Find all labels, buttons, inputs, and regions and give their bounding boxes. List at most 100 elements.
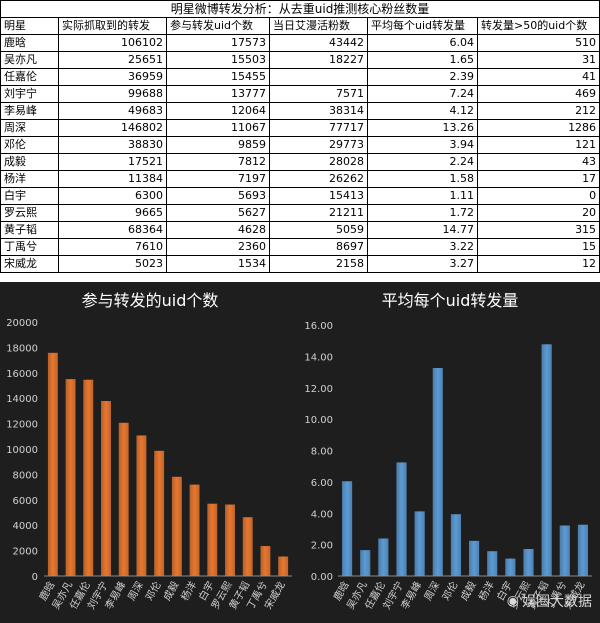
value-cell: 7.24 [367,85,478,103]
value-cell: 212 [476,102,600,120]
value-cell: 2.39 [367,68,478,86]
table-row: 吴亦凡 25651 15503 18227 1.65 31 [0,51,600,69]
y-tick-label: 18000 [6,343,38,354]
value-cell: 315 [476,221,600,239]
table-row: 成毅 17521 7812 28028 2.24 43 [0,153,600,171]
value-cell: 49683 [58,102,167,120]
bar [136,435,147,576]
charts-panel: 参与转发的uid个数 0 2000 4000 6000 8000 10000 12000 140… [0,282,600,623]
bar [65,379,76,576]
star-name-cell: 鹿晗 [0,34,59,52]
star-name-cell: 任嘉伦 [0,68,59,86]
value-cell: 5693 [166,187,270,205]
value-cell: 4628 [166,221,270,239]
bar [242,517,253,576]
table-row: 白宇 6300 5693 15413 1.11 0 [0,187,600,205]
bar [171,476,182,576]
value-cell: 7571 [269,85,368,103]
watermark-text: 娱圈大数据 [522,594,592,610]
uid-count-bar-chart: 参与转发的uid个数 0 2000 4000 6000 8000 10000 12000 140… [6,291,292,611]
value-cell: 8697 [269,238,368,256]
value-cell: 4.12 [367,102,478,120]
bar [559,525,570,576]
value-cell: 18227 [269,51,368,69]
value-cell: 17573 [166,34,270,52]
stats-table-container: 明星微博转发分析：从去重uid推测核心粉丝数量 明星 实际抓取到的转发 参与转发ui… [0,0,600,280]
value-cell: 36959 [58,68,167,86]
bar [414,511,425,576]
star-name-cell: 邓伦 [0,136,59,154]
star-name-cell: 黄子韬 [0,221,59,239]
bar [278,556,289,576]
value-cell: 510 [476,34,600,52]
x-tick-label: 成毅 [457,579,478,603]
value-cell: 1.65 [367,51,478,69]
value-cell: 1286 [476,119,600,137]
value-cell: 106102 [58,34,167,52]
value-cell: 68364 [58,221,167,239]
value-cell: 11384 [58,170,167,188]
value-cell: 29773 [269,136,368,154]
table-row: 邓伦 38830 9859 29773 3.94 121 [0,136,600,154]
table-row: 刘宇宁 99688 13777 7571 7.24 469 [0,85,600,103]
column-header: 当日艾漫活粉数 [269,17,368,35]
value-cell: 5627 [166,204,270,222]
table-row: 罗云熙 9665 5627 21211 1.72 20 [0,204,600,222]
bar [523,549,534,576]
chart-title: 平均每个uid转发量 [382,291,519,310]
value-cell: 7197 [166,170,270,188]
value-cell: 43442 [269,34,368,52]
y-tick-label: 14000 [6,394,38,405]
star-name-cell: 吴亦凡 [0,51,59,69]
y-tick-label: 8000 [13,470,38,481]
x-tick-label: 杨洋 [178,579,199,603]
star-name-cell: 丁禹兮 [0,238,59,256]
y-tick-label: 12.00 [304,384,333,395]
column-header: 平均每个uid转发量 [367,17,478,35]
value-cell: 7812 [166,153,270,171]
value-cell: 9665 [58,204,167,222]
star-name-cell: 李易峰 [0,102,59,120]
star-name-cell: 白宇 [0,187,59,205]
y-tick-label: 4000 [13,521,38,532]
value-cell: 5023 [58,255,167,273]
star-name-cell: 宋威龙 [0,255,59,273]
table-row: 鹿晗 106102 17573 43442 6.04 510 [0,34,600,52]
x-tick-label: 邓伦 [439,579,460,603]
y-tick-label: 14.00 [304,352,333,363]
bar [577,524,589,576]
value-cell: 15503 [166,51,270,69]
value-cell: 2158 [269,255,368,273]
table-row: 宋威龙 5023 1534 2158 3.27 12 [0,255,600,273]
value-cell: 17521 [58,153,167,171]
value-cell: 99688 [58,85,167,103]
bar [432,367,443,576]
y-tick-label: 0 [32,572,38,583]
value-cell: 20 [476,204,600,222]
table-row: 丁禹兮 7610 2360 8697 3.22 15 [0,238,600,256]
value-cell: 3.94 [367,136,478,154]
value-cell: 77717 [269,119,368,137]
column-header: 明星 [0,17,59,35]
bar [468,540,480,576]
bar [225,504,235,576]
star-name-cell: 周深 [0,119,59,137]
value-cell: 6.04 [367,34,478,52]
x-tick-label: 邓伦 [142,579,163,603]
y-tick-label: 16000 [6,369,38,380]
chart-title: 参与转发的uid个数 [82,291,219,310]
y-tick-label: 0.00 [311,572,333,583]
value-cell: 3.22 [367,238,478,256]
star-name-cell: 杨洋 [0,170,59,188]
y-tick-label: 12000 [6,420,38,431]
bar [341,481,353,576]
value-cell: 12 [476,255,600,273]
value-cell: 21211 [269,204,368,222]
value-cell: 1.58 [367,170,478,188]
stats-table: 明星微博转发分析：从去重uid推测核心粉丝数量 明星 实际抓取到的转发 参与转发ui… [0,0,600,273]
value-cell: 7610 [58,238,167,256]
value-cell: 38830 [58,136,167,154]
bar [47,352,58,576]
value-cell: 41 [476,68,600,86]
avg-repost-bar-chart: 平均每个uid转发量 0.00 2.00 4.00 6.00 8.00 10.00 12.00… [304,291,592,611]
